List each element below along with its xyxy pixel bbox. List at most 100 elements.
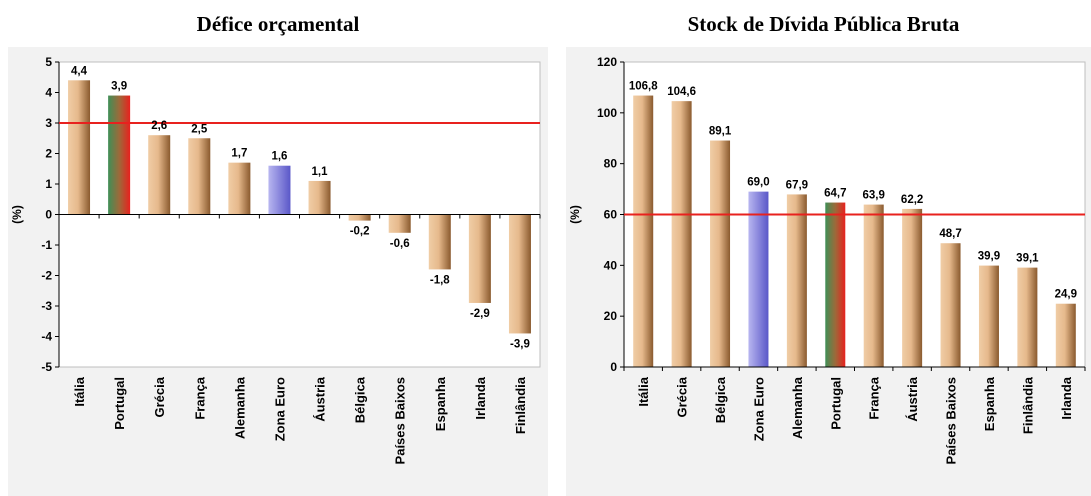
category-label: Países Baixos — [393, 377, 408, 464]
bar — [428, 214, 451, 270]
data-label: 1,1 — [312, 166, 329, 178]
bar — [902, 208, 923, 367]
bar — [978, 265, 999, 367]
data-label: 2,6 — [151, 120, 167, 132]
data-label: 48,7 — [939, 228, 961, 240]
bar — [1017, 267, 1038, 367]
category-label: Países Baixos — [944, 377, 959, 464]
category-label: Alemanha — [790, 376, 805, 439]
category-label: Finlândia — [1020, 376, 1035, 434]
y-axis-label: (%) — [10, 205, 24, 224]
bar — [148, 135, 171, 215]
data-label: 106,8 — [629, 81, 658, 93]
bar — [633, 95, 654, 368]
data-label: -1,8 — [430, 274, 450, 286]
bar — [825, 202, 846, 367]
data-label: 39,1 — [1016, 253, 1039, 265]
debt-chart-panel: Stock de Dívida Pública Bruta 120 100 80 60… — [556, 0, 1091, 496]
category-label: França — [867, 376, 882, 419]
category-label: Zona Euro — [272, 377, 287, 441]
category-label: Portugal — [828, 377, 843, 430]
y-tick-label: -1 — [41, 238, 52, 252]
data-label: 62,2 — [901, 194, 923, 206]
chart-title: Défice orçamental — [196, 12, 360, 36]
category-label: Áustria — [905, 376, 920, 422]
category-label: Bélgica — [713, 376, 728, 423]
data-label: 1,6 — [271, 151, 287, 163]
data-label: 104,6 — [667, 86, 696, 98]
category-label: Áustria — [313, 376, 328, 422]
category-label: Alemanha — [232, 376, 247, 439]
y-tick-label: 5 — [45, 55, 52, 69]
bar — [1055, 303, 1076, 367]
category-label: Itália — [636, 376, 651, 406]
data-label: 63,9 — [863, 190, 885, 202]
category-label: Grécia — [675, 376, 690, 417]
bar — [388, 214, 411, 233]
bar — [863, 204, 884, 367]
data-label: 89,1 — [709, 126, 732, 138]
bar — [786, 194, 807, 367]
category-label: Bélgica — [353, 376, 368, 423]
data-label: -0,2 — [350, 226, 370, 238]
y-tick-label: 120 — [597, 55, 617, 69]
data-label: 69,0 — [747, 177, 769, 189]
category-label: Irlanda — [1059, 376, 1074, 419]
y-tick-label: -5 — [41, 360, 52, 374]
bar — [468, 214, 491, 303]
bar — [671, 101, 692, 367]
category-label: Espanha — [982, 376, 997, 431]
y-axis-label: (%) — [568, 205, 582, 224]
data-label: -3,9 — [510, 338, 530, 350]
bar — [348, 214, 371, 221]
bar — [108, 95, 131, 215]
category-label: Finlândia — [513, 376, 528, 434]
bar — [940, 243, 961, 367]
category-label: Irlanda — [473, 376, 488, 419]
category-label: Zona Euro — [751, 377, 766, 441]
bar — [188, 138, 211, 215]
y-tick-label: -4 — [41, 330, 52, 344]
chart-area: 120 100 80 60 40 20 0 106,8 104,6 89,1 69,0 67,9 64,… — [566, 47, 1091, 496]
category-label: Espanha — [433, 376, 448, 431]
data-label: 64,7 — [824, 188, 846, 200]
y-tick-label: 100 — [597, 106, 617, 120]
bar — [508, 214, 531, 334]
data-label: -2,9 — [470, 308, 490, 320]
data-label: 1,7 — [231, 148, 247, 160]
y-tick-label: 60 — [604, 208, 618, 222]
y-tick-label: 1 — [45, 177, 52, 191]
chart-title: Stock de Dívida Pública Bruta — [687, 12, 960, 36]
deficit-bar-chart: 5 4 3 2 1 0 -1 -2 -3 -4 -5 4,4 3,9 2,6 2,5 1,7 1,6 1,1 -0,… — [10, 55, 541, 464]
chart-area: 5 4 3 2 1 0 -1 -2 -3 -4 -5 4,4 3,9 2,6 2,5 1,7 1,6 1,1 -0,… — [8, 47, 548, 496]
y-tick-label: 0 — [45, 208, 52, 222]
data-label: 24,9 — [1055, 289, 1077, 301]
bar — [228, 162, 251, 215]
category-label: França — [192, 376, 207, 419]
data-label: -0,6 — [390, 238, 410, 250]
y-tick-label: 20 — [604, 309, 618, 323]
y-tick-label: -2 — [41, 269, 52, 283]
data-label: 39,9 — [978, 251, 1000, 263]
y-tick-label: 4 — [45, 86, 52, 100]
data-label: 67,9 — [786, 179, 808, 191]
deficit-chart-panel: Défice orçamental 5 4 3 2 1 0 -1 -2 -3 -4 -5 4,4 3,9… — [8, 12, 548, 496]
category-label: Grécia — [152, 376, 167, 417]
bar — [68, 80, 91, 215]
y-tick-label: 2 — [45, 147, 52, 161]
y-tick-label: 3 — [45, 116, 52, 130]
debt-bar-chart: 120 100 80 60 40 20 0 106,8 104,6 89,1 69,0 67,9 64,… — [568, 55, 1086, 464]
y-tick-label: 80 — [604, 157, 618, 171]
bar — [748, 191, 769, 367]
y-tick-label: 0 — [610, 360, 617, 374]
bar — [710, 140, 731, 367]
bar — [268, 165, 291, 215]
category-label: Itália — [72, 376, 87, 406]
bar — [308, 180, 331, 215]
data-label: 3,9 — [111, 81, 127, 93]
data-label: 4,4 — [71, 65, 88, 77]
category-label: Portugal — [112, 377, 127, 430]
y-tick-label: -3 — [41, 299, 52, 313]
y-tick-label: 40 — [604, 258, 618, 272]
data-label: 2,5 — [191, 123, 208, 135]
